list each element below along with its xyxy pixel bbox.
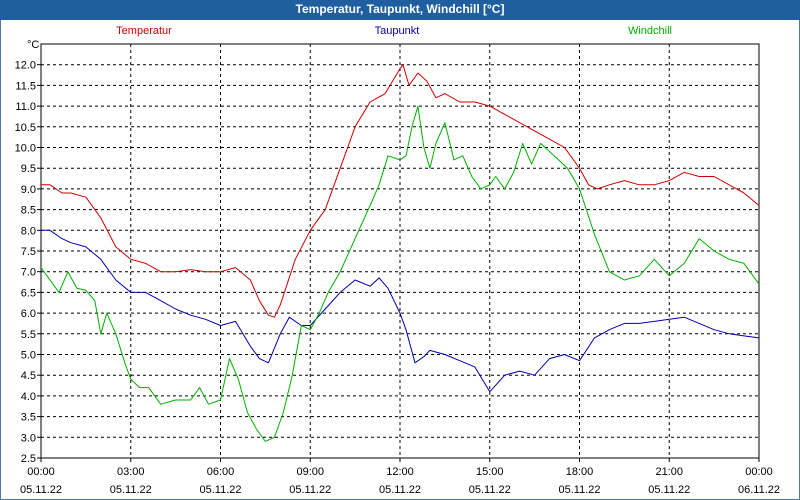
legend: Temperatur Taupunkt Windchill — [116, 25, 672, 37]
series-line-windchill — [40, 105, 760, 442]
x-tick-time: 12:00 — [386, 466, 414, 478]
y-tick-label: 7.5 — [21, 246, 36, 258]
x-tick-time: 15:00 — [476, 466, 504, 478]
x-tick-date: 05.11.22 — [558, 484, 600, 496]
y-axis-ticks: 2.5 3.0 3.5 4.0 4.5 5.0 5.5 6.0 6.5 7.0 7.5 8.0 8.5 9… — [15, 60, 41, 465]
y-tick-label: 12.0 — [15, 60, 36, 72]
x-tick-date: 05.11.22 — [648, 484, 690, 496]
x-tick-date: 05.11.22 — [469, 484, 511, 496]
x-tick-time: 00:00 — [27, 466, 55, 478]
y-tick-label: 7.0 — [21, 267, 36, 279]
y-tick-label: 10.5 — [15, 122, 36, 134]
y-tick-label: 4.0 — [21, 391, 36, 403]
series-line-temperatur — [41, 64, 760, 318]
y-tick-label: 4.5 — [21, 370, 36, 382]
x-tick-date: 05.11.22 — [110, 484, 152, 496]
legend-windchill: Windchill — [628, 25, 672, 37]
y-axis-unit: °C — [27, 39, 39, 51]
x-tick-time: 00:00 — [745, 466, 773, 478]
y-tick-label: 2.5 — [21, 453, 36, 465]
y-tick-label: 6.0 — [21, 308, 36, 320]
y-tick-label: 9.5 — [21, 163, 36, 175]
y-tick-label: 8.0 — [21, 225, 36, 237]
y-tick-label: 11.0 — [15, 101, 36, 113]
x-axis-ticks: 00:00 05.11.22 03:00 05.11.22 06:00 05.11.22 0… — [20, 458, 780, 496]
x-tick-date: 06.11.22 — [738, 484, 780, 496]
y-tick-label: 5.5 — [21, 329, 36, 341]
y-tick-label: 5.0 — [21, 350, 36, 362]
y-tick-label: 6.5 — [21, 287, 36, 299]
y-tick-label: 8.5 — [21, 205, 36, 217]
x-tick-date: 05.11.22 — [289, 484, 331, 496]
legend-temperatur: Temperatur — [116, 25, 172, 37]
x-tick-time: 06:00 — [207, 466, 235, 478]
y-tick-label: 11.5 — [15, 80, 36, 92]
x-tick-time: 03:00 — [117, 466, 145, 478]
series-line-taupunkt — [41, 229, 760, 393]
y-tick-label: 10.0 — [15, 143, 36, 155]
chart-title: Temperatur, Taupunkt, Windchill [°C] — [0, 0, 800, 20]
series-lines — [40, 64, 760, 442]
y-tick-label: 3.0 — [21, 432, 36, 444]
y-tick-label: 9.0 — [21, 184, 36, 196]
x-tick-time: 18:00 — [566, 466, 594, 478]
x-tick-date: 05.11.22 — [199, 484, 241, 496]
y-tick-label: 3.5 — [21, 412, 36, 424]
grid — [40, 43, 760, 459]
x-tick-time: 09:00 — [296, 466, 324, 478]
legend-taupunkt: Taupunkt — [375, 25, 420, 37]
x-tick-time: 21:00 — [655, 466, 683, 478]
x-tick-date: 05.11.22 — [379, 484, 421, 496]
x-tick-date: 05.11.22 — [20, 484, 62, 496]
